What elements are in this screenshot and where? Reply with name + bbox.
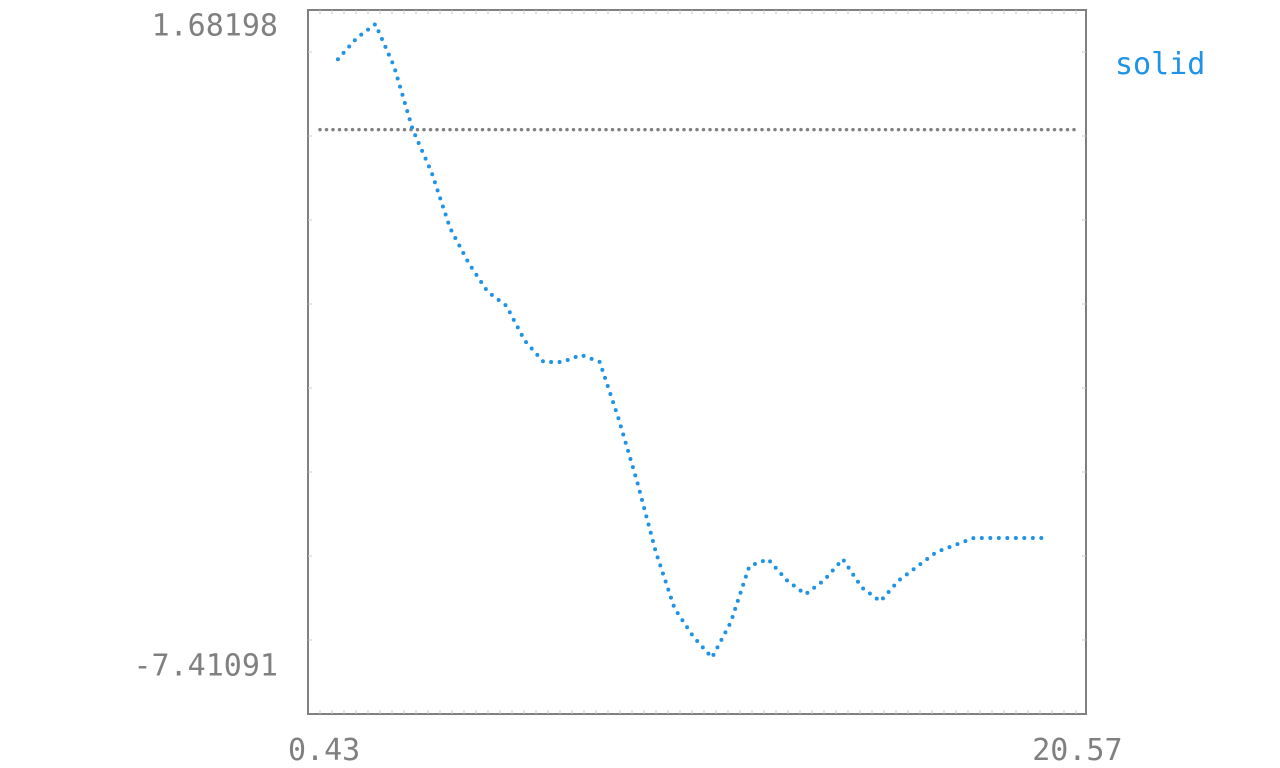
y-tick-label-min: -7.41091 — [134, 648, 279, 683]
x-tick-label-max: 20.57 — [1032, 733, 1122, 768]
series-line-solid — [335, 20, 1051, 662]
plot-frame — [307, 9, 1087, 715]
y-tick-label-max: 1.68198 — [152, 8, 278, 43]
legend-entry-solid: solid — [1115, 47, 1205, 82]
x-tick-label-min: 0.43 — [288, 733, 360, 768]
series-layer — [335, 20, 1051, 662]
frame-minor-ticks — [308, 10, 1086, 714]
